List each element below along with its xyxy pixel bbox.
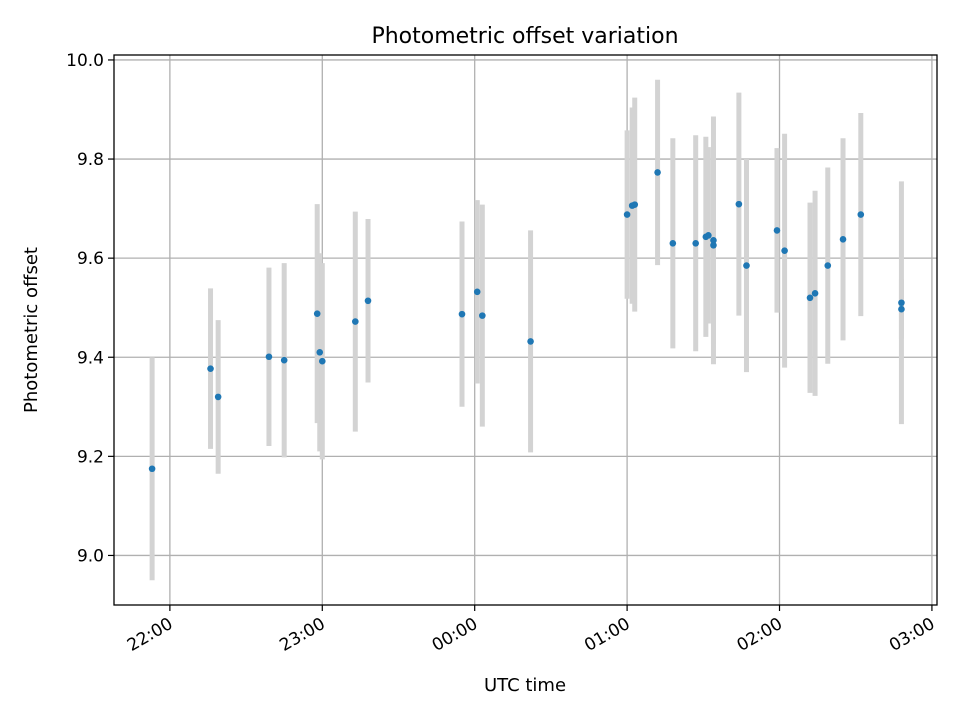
data-point — [705, 232, 712, 239]
data-point — [806, 294, 814, 302]
data-point — [781, 247, 788, 255]
data-point — [743, 262, 750, 269]
data-point — [313, 310, 321, 317]
data-point — [527, 338, 534, 345]
plot-frame — [113, 54, 938, 606]
chart-title: Photometric offset variation — [371, 24, 678, 49]
data-point — [735, 200, 743, 208]
point-layer — [148, 169, 905, 473]
x-axis-label: UTC time — [484, 675, 566, 696]
data-point — [898, 305, 905, 313]
data-point — [669, 239, 677, 247]
data-point — [857, 211, 865, 218]
y-tick-label: 9.2 — [77, 447, 104, 467]
data-point — [631, 201, 639, 208]
data-point — [710, 237, 717, 244]
data-point — [265, 353, 273, 361]
data-point — [773, 227, 781, 234]
data-point — [654, 169, 661, 176]
data-point — [824, 262, 832, 269]
y-tick-label: 9.0 — [77, 546, 104, 566]
y-axis-label: Photometric offset — [21, 247, 42, 413]
data-point — [479, 312, 486, 319]
data-point — [623, 211, 631, 218]
y-tick-label: 9.6 — [77, 249, 104, 269]
data-point — [280, 356, 288, 364]
data-point — [207, 365, 214, 372]
data-point — [364, 297, 372, 305]
data-point — [839, 236, 847, 243]
data-point — [316, 348, 324, 356]
y-tick-label: 9.4 — [77, 348, 104, 368]
data-point — [352, 318, 359, 325]
data-point — [318, 357, 326, 365]
y-tick-label: 10.0 — [66, 51, 104, 71]
data-point — [148, 465, 156, 473]
data-point — [458, 310, 466, 318]
data-point — [692, 239, 699, 247]
data-point — [214, 393, 222, 401]
data-point — [473, 288, 481, 296]
data-point — [710, 241, 717, 249]
y-tick-label: 9.8 — [77, 150, 104, 170]
data-point — [811, 290, 819, 297]
data-point — [898, 299, 905, 307]
